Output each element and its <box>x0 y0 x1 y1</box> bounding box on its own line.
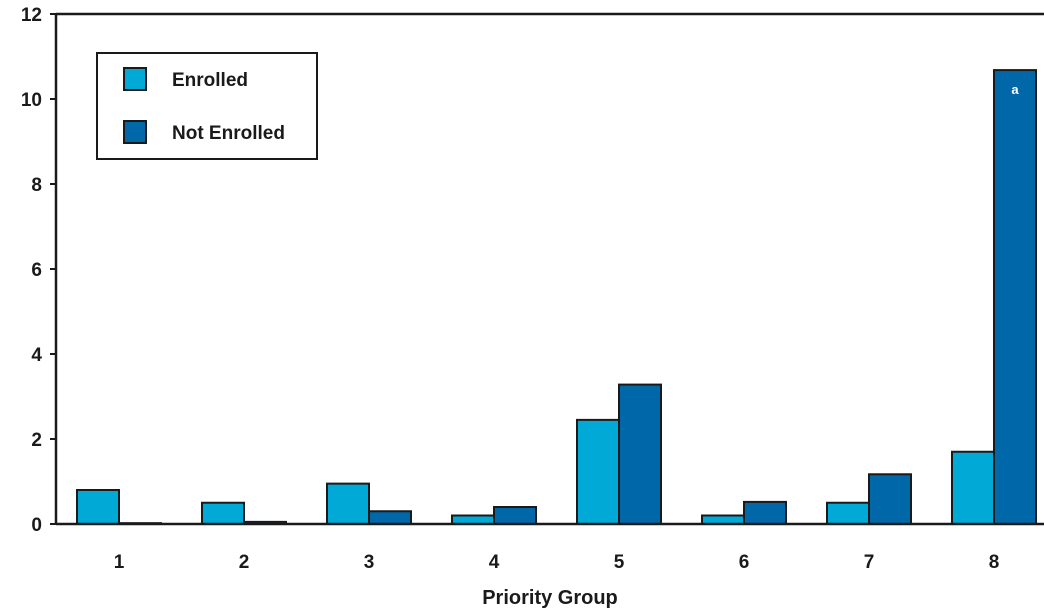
y-tick-label: 12 <box>21 5 42 26</box>
x-tick-label: 8 <box>989 552 1000 573</box>
x-tick-label: 2 <box>239 552 250 573</box>
bar-not-enrolled-group-7 <box>868 473 912 525</box>
y-tick-label: 4 <box>31 345 42 366</box>
bar-enrolled-group-1 <box>76 489 120 525</box>
y-tick-label: 6 <box>31 260 42 281</box>
x-tick-label: 6 <box>739 552 750 573</box>
x-axis-title: Priority Group <box>482 587 618 609</box>
bar-not-enrolled-group-3 <box>368 510 412 525</box>
bar-annotation: a <box>1011 82 1019 97</box>
bar-not-enrolled-group-8 <box>993 69 1037 525</box>
bar-not-enrolled-group-6 <box>743 500 787 525</box>
bar-enrolled-group-4 <box>451 514 495 525</box>
bars-group: a <box>76 69 1037 526</box>
bar-not-enrolled-group-5 <box>618 383 662 525</box>
bar-enrolled-group-3 <box>326 482 370 525</box>
x-tick-labels: 1 2 3 4 5 6 7 8 <box>114 552 1000 573</box>
x-tick-label: 7 <box>864 552 875 573</box>
legend-swatch-not-enrolled <box>123 120 147 144</box>
legend-swatch-enrolled <box>123 67 147 91</box>
y-tick-label: 2 <box>31 430 42 451</box>
y-tick-labels: 0 2 4 6 8 10 12 <box>21 5 56 536</box>
x-tick-label: 5 <box>614 552 625 573</box>
x-tick-label: 3 <box>364 552 375 573</box>
bar-not-enrolled-group-4 <box>493 506 537 525</box>
y-tick-label: 0 <box>31 515 42 536</box>
bar-enrolled-group-2 <box>201 501 245 525</box>
y-tick-label: 8 <box>31 175 42 196</box>
legend: Enrolled Not Enrolled <box>96 52 318 160</box>
legend-label-enrolled: Enrolled <box>172 70 248 91</box>
bar-enrolled-group-8 <box>951 450 995 525</box>
legend-label-not-enrolled: Not Enrolled <box>172 123 285 144</box>
x-tick-label: 1 <box>114 552 125 573</box>
bar-enrolled-group-5 <box>576 418 620 525</box>
bar-enrolled-group-6 <box>701 514 745 525</box>
bar-enrolled-group-7 <box>826 501 870 525</box>
x-tick-label: 4 <box>489 552 500 573</box>
y-tick-label: 10 <box>21 90 42 111</box>
